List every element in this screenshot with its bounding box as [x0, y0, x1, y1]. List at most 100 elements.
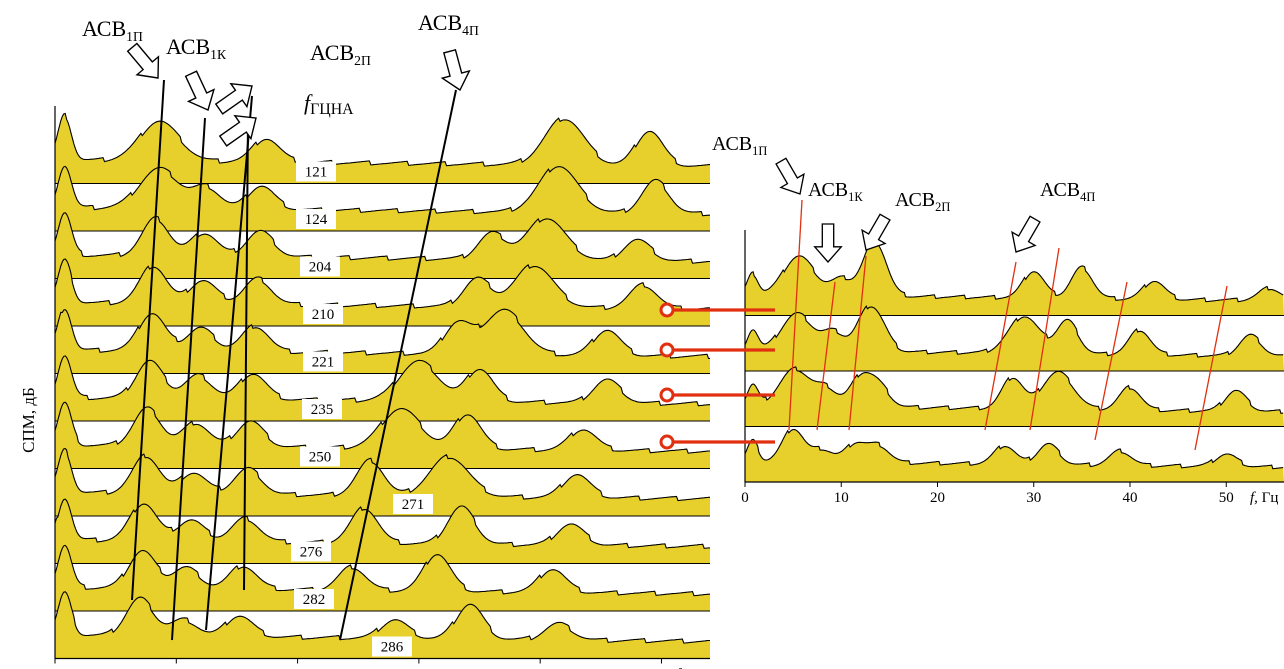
arrow-icon — [861, 213, 891, 251]
series-124: 124 — [54, 165, 710, 232]
y-axis-label: СПМ, дБ — [19, 387, 38, 453]
arrow-shape — [184, 70, 216, 111]
series-label-box — [303, 304, 343, 324]
track-line — [816, 281, 836, 431]
series-label: 250 — [309, 450, 332, 466]
arrow-shape — [1011, 215, 1041, 253]
series-label-box — [296, 161, 336, 182]
x-tick-label: 40 — [1123, 490, 1138, 506]
track-line — [171, 117, 206, 641]
x-tick-label: 50 — [1219, 490, 1234, 506]
track-label: АСВ1К — [808, 179, 863, 204]
x-tick-label: 10 — [169, 667, 184, 669]
series-282: 282 — [54, 544, 710, 612]
connector-dot — [659, 342, 675, 358]
series-label: 282 — [303, 592, 326, 608]
x-tick-label: 0 — [51, 667, 59, 669]
series-line — [54, 401, 710, 454]
series-label: 271 — [402, 497, 425, 513]
series-label: 221 — [312, 355, 335, 371]
series-line — [54, 308, 710, 359]
arrow-shape — [218, 114, 257, 147]
series-label-box — [300, 256, 340, 277]
track-label: АСВ2П — [895, 189, 950, 214]
x-tick-label: 20 — [930, 490, 945, 506]
series-line — [744, 305, 1284, 358]
arrow-shape — [214, 82, 253, 115]
series-line — [744, 428, 1284, 470]
series-area — [745, 429, 1284, 482]
x-tick-label: 20 — [290, 667, 305, 669]
series-area — [745, 367, 1284, 427]
series-204: 204 — [54, 212, 710, 279]
x-axis-label: f, Гц — [1250, 490, 1278, 506]
arrow-shape — [861, 213, 891, 251]
series-label-box — [296, 209, 336, 229]
track-label: АСВ1П — [712, 133, 767, 158]
series-line — [744, 238, 1284, 303]
series-line — [54, 258, 710, 311]
series-label-box — [300, 446, 340, 467]
series-area — [55, 259, 710, 326]
series-line — [54, 591, 710, 644]
series-line — [54, 165, 710, 217]
track-label: АСВ1П — [82, 16, 143, 44]
arrow-icon — [184, 70, 216, 111]
arrow-shape — [813, 223, 843, 264]
series-area — [745, 239, 1284, 316]
series-label: 204 — [309, 260, 332, 276]
series-1 — [744, 238, 1284, 316]
arrow-icon — [1011, 215, 1041, 253]
series-221: 221 — [54, 308, 710, 374]
series-area — [55, 499, 710, 564]
arrow-icon — [440, 48, 471, 92]
track-line — [243, 117, 249, 591]
series-area — [55, 591, 710, 659]
series-line — [54, 355, 710, 407]
arrow-icon — [126, 42, 160, 79]
arrow-icon — [775, 157, 805, 195]
series-label-box — [294, 589, 334, 609]
x-tick-label: 10 — [834, 490, 849, 506]
series-235: 235 — [54, 355, 710, 422]
series-label-box — [291, 541, 331, 562]
series-area — [745, 306, 1284, 371]
arrow-shape — [440, 48, 471, 92]
series-label: 121 — [305, 165, 328, 181]
x-tick-label: 40 — [533, 667, 548, 669]
track-line — [205, 95, 253, 631]
series-area — [55, 448, 710, 516]
track-line — [848, 255, 867, 431]
series-area — [55, 309, 710, 374]
track-line — [1194, 285, 1228, 451]
arrow-icon — [218, 114, 257, 147]
track-line — [1029, 247, 1060, 431]
x-tick-label: 30 — [411, 667, 426, 669]
series-2 — [744, 305, 1284, 372]
connector-dot — [659, 302, 675, 318]
x-axis-label: f, Гц — [676, 667, 704, 669]
series-line — [54, 212, 710, 264]
track-line — [339, 89, 457, 641]
x-tick-label: 0 — [741, 490, 749, 506]
arrow-shape — [775, 157, 805, 195]
arrow-icon — [214, 82, 253, 115]
track-label: АСВ4П — [418, 10, 479, 38]
series-line — [54, 112, 710, 167]
series-line — [744, 366, 1284, 414]
series-276: 276 — [54, 498, 710, 564]
track-label: fГЦНА — [304, 90, 354, 118]
series-area — [55, 545, 710, 611]
series-3 — [744, 366, 1284, 427]
series-area — [55, 113, 710, 184]
connector-dot — [659, 434, 675, 450]
series-label-box — [372, 636, 412, 657]
series-4 — [744, 428, 1284, 483]
track-label: АСВ2П — [310, 40, 371, 68]
track-line — [1094, 281, 1128, 441]
right-chart-panel: 0 10 20 30 40 50 f, Гц АСВ1П АСВ1К АСВ2П АСВ4П — [712, 133, 1284, 506]
series-label: 276 — [300, 545, 323, 561]
series-label-box — [302, 399, 342, 419]
track-line — [131, 79, 165, 601]
series-label-box — [393, 494, 433, 514]
